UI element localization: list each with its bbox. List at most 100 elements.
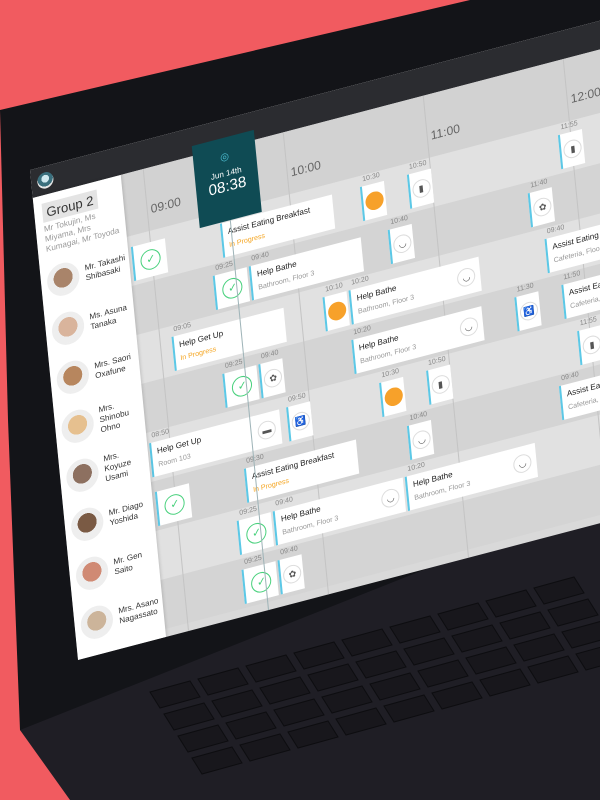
task-subtitle: Room 103 — [158, 453, 192, 469]
app-logo[interactable] — [36, 170, 55, 191]
task-subtitle: In Progress — [228, 232, 266, 250]
dot-icon — [383, 385, 404, 409]
keyboard-key — [163, 702, 215, 731]
task-marker[interactable]: 10:10 — [322, 280, 351, 335]
resident-name: Mrs. Saori Oxafune — [93, 351, 132, 380]
check-icon: ✓ — [250, 569, 273, 595]
task-subtitle: In Progress — [252, 477, 290, 495]
dot-icon — [327, 299, 348, 323]
check-icon: ✓ — [139, 246, 162, 272]
task-marker[interactable]: 09:25 ✓ — [241, 550, 280, 608]
resident-name: Ms. Asuna Tanaka — [89, 302, 128, 331]
resident-name: Mrs. Asano Nagassato — [117, 595, 159, 625]
task-marker[interactable]: 09:25 ✓ — [222, 354, 261, 412]
keyboard-key — [245, 654, 297, 683]
keyboard-key — [451, 624, 503, 653]
dot-icon — [364, 189, 385, 213]
trash-icon: ▮ — [411, 177, 432, 200]
keyboard-key — [533, 576, 585, 605]
avatar — [50, 307, 86, 348]
task-title: Help Get Up — [178, 328, 224, 350]
task-marker[interactable]: 11:55 ▮ — [557, 118, 586, 173]
keyboard-key — [485, 589, 537, 618]
current-time-marker: ◎ Jun 14th 08:38 — [191, 129, 262, 229]
task-marker[interactable]: 11:30 ♿ — [513, 280, 542, 335]
resident-name: Mr. Gen Saito — [113, 549, 143, 576]
avatar — [74, 552, 110, 593]
resident-name: Mrs. Shinobu Ohno — [98, 400, 130, 434]
keyboard-key — [417, 659, 469, 688]
keyboard-key — [403, 637, 455, 666]
bath-icon: ◡ — [512, 452, 533, 475]
task-marker[interactable]: 10:50 ▮ — [425, 354, 454, 409]
task-marker[interactable]: 10:40 ◡ — [387, 213, 416, 268]
keyboard-key — [149, 680, 201, 709]
keyboard — [149, 576, 600, 775]
keyboard-key — [575, 646, 600, 671]
task-marker[interactable]: 09:25 ✓ — [236, 501, 275, 559]
task-marker[interactable]: 10:30 — [359, 170, 388, 225]
bath-icon: ◡ — [456, 265, 477, 289]
avatar — [45, 258, 81, 299]
keyboard-key — [513, 633, 565, 662]
task-marker[interactable]: 09:40 ✿ — [258, 347, 287, 402]
avatar — [60, 405, 96, 446]
keyboard-key — [273, 698, 325, 727]
check-icon: ✓ — [231, 373, 254, 399]
bath-icon: ◡ — [380, 486, 401, 510]
task-marker[interactable]: 10:30 — [378, 366, 407, 421]
keyboard-key — [211, 689, 263, 718]
resident-name: Mr. Takashi Shibasaki — [84, 252, 126, 282]
task-marker[interactable]: 11:55 ▮ — [576, 314, 600, 369]
keyboard-key — [293, 641, 345, 670]
resident-name: Mr. Diago Yoshida — [108, 499, 144, 527]
check-icon: ✓ — [245, 520, 268, 546]
food-icon: ✿ — [263, 366, 284, 390]
task-marker[interactable]: ✓ — [130, 227, 169, 285]
check-icon: ✓ — [221, 275, 244, 301]
keyboard-key — [259, 676, 311, 705]
keyboard-key — [341, 628, 393, 657]
task-title: Help Get Up — [156, 435, 202, 456]
trash-icon: ▮ — [582, 333, 600, 357]
task-marker[interactable]: 09:40 ✿ — [277, 543, 306, 598]
keyboard-key — [369, 672, 421, 701]
avatar — [69, 503, 105, 544]
keyboard-key — [307, 663, 359, 692]
keyboard-key — [287, 720, 339, 749]
keyboard-key — [321, 685, 373, 714]
keyboard-key — [355, 650, 407, 679]
task-marker[interactable]: 10:40 ◡ — [406, 409, 435, 464]
keyboard-key — [561, 621, 600, 649]
check-icon: ✓ — [163, 491, 186, 517]
task-marker[interactable]: 11:40 ✿ — [527, 176, 556, 231]
wheelchair-icon: ♿ — [290, 409, 311, 433]
keyboard-key — [465, 646, 517, 675]
wheelchair-icon: ♿ — [519, 299, 539, 323]
bath-icon: ◡ — [392, 232, 413, 256]
bed-icon: ▬ — [256, 418, 277, 442]
keyboard-key — [431, 681, 483, 710]
keyboard-key — [383, 694, 435, 723]
keyboard-key — [527, 655, 579, 684]
food-icon: ✿ — [532, 195, 553, 219]
task-marker[interactable]: ✓ — [154, 472, 193, 530]
keyboard-key — [239, 733, 291, 762]
keyboard-key — [499, 611, 551, 640]
keyboard-key — [225, 711, 277, 740]
avatar — [64, 454, 100, 495]
keyboard-key — [335, 707, 387, 736]
avatar — [55, 356, 91, 397]
trash-icon: ▮ — [563, 137, 583, 161]
task-marker[interactable]: 10:50 ▮ — [405, 158, 434, 213]
avatar — [79, 601, 115, 642]
task-marker[interactable]: 09:50 ♿ — [285, 390, 314, 445]
trash-icon: ▮ — [430, 373, 451, 396]
food-icon: ✿ — [282, 562, 303, 586]
keyboard-key — [177, 724, 229, 753]
task-marker[interactable]: 09:25 ✓ — [212, 256, 251, 314]
keyboard-key — [479, 668, 531, 697]
keyboard-key — [191, 746, 243, 775]
keyboard-key — [547, 598, 599, 627]
keyboard-key — [197, 667, 249, 696]
